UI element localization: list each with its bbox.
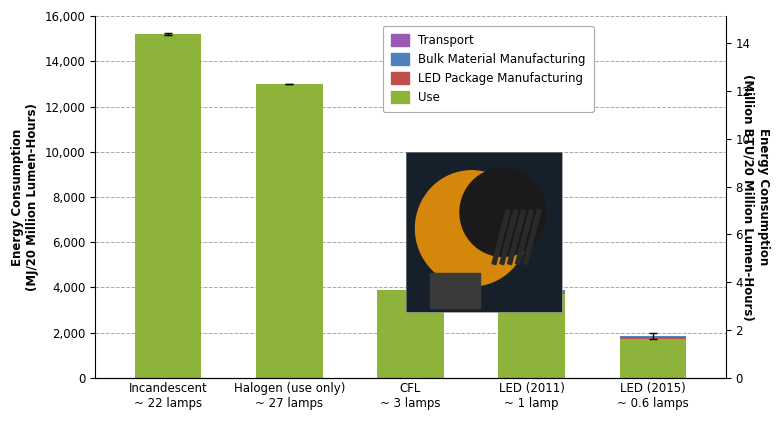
Ellipse shape [415,171,528,286]
Bar [515,210,533,264]
Ellipse shape [460,168,546,256]
Bar [498,290,565,292]
Bar [619,338,686,339]
Bar [500,210,518,264]
Bar [498,292,565,294]
Y-axis label: Energy Consumption
(Million BTU/20 Million Lumen-Hours): Energy Consumption (Million BTU/20 Milli… [742,74,770,320]
Bar [508,210,526,264]
Bar [619,339,686,378]
Bar [256,84,323,378]
Bar [134,34,201,378]
Bar [492,210,510,264]
Bar [430,273,480,308]
Bar [498,294,565,378]
Legend: Transport, Bulk Material Manufacturing, LED Package Manufacturing, Use: Transport, Bulk Material Manufacturing, … [383,26,594,112]
Y-axis label: Energy Consumption
(MJ/20 Million Lumen-Hours): Energy Consumption (MJ/20 Million Lumen-… [11,103,39,291]
Bar [619,336,686,338]
Bar [377,290,444,378]
Bar [523,210,541,264]
